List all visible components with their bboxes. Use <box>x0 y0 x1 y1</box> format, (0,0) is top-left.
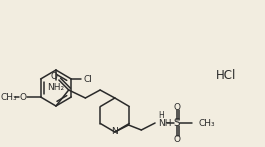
Text: O: O <box>173 135 180 143</box>
Text: O: O <box>50 71 58 81</box>
Text: HCl: HCl <box>215 69 236 81</box>
Text: N: N <box>112 127 118 137</box>
Text: O: O <box>19 92 26 101</box>
Text: NH: NH <box>158 118 171 127</box>
Text: CH₃: CH₃ <box>198 118 215 127</box>
Text: H: H <box>158 111 164 120</box>
Text: NH₂: NH₂ <box>47 82 64 91</box>
Text: S: S <box>173 118 180 128</box>
Text: O: O <box>173 102 180 112</box>
Text: Cl: Cl <box>83 75 92 83</box>
Text: CH₃: CH₃ <box>1 92 17 101</box>
